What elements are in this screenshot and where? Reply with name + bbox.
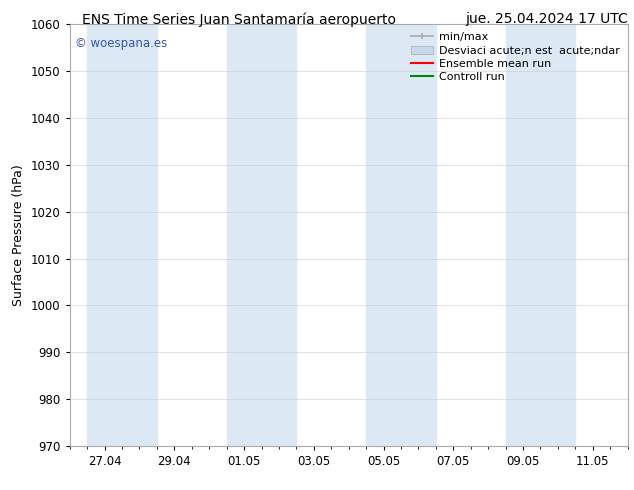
Bar	[366, 24, 436, 446]
Text: ENS Time Series Juan Santamaría aeropuerto: ENS Time Series Juan Santamaría aeropuer…	[82, 12, 396, 27]
Legend: min/max, Desviaci acute;n est  acute;ndar, Ensemble mean run, Controll run: min/max, Desviaci acute;n est acute;ndar…	[407, 28, 624, 87]
Bar	[226, 24, 296, 446]
Bar	[505, 24, 575, 446]
Text: © woespana.es: © woespana.es	[75, 37, 167, 50]
Y-axis label: Surface Pressure (hPa): Surface Pressure (hPa)	[13, 164, 25, 306]
Bar	[87, 24, 157, 446]
Text: jue. 25.04.2024 17 UTC: jue. 25.04.2024 17 UTC	[465, 12, 628, 26]
